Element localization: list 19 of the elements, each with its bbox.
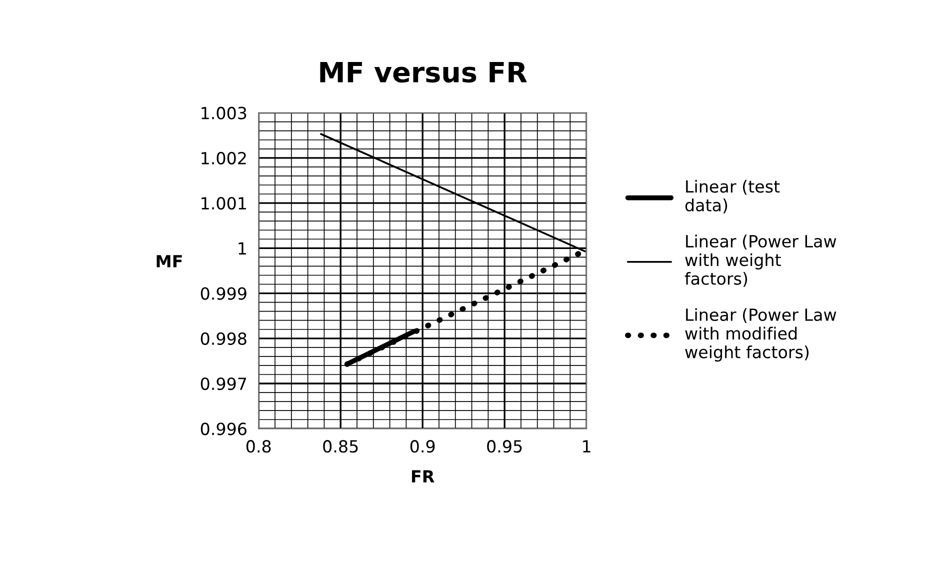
y-tick-label: 1.001	[202, 197, 246, 210]
legend-label: Linear (Power Law with weight factors)	[684, 234, 836, 287]
x-tick-label: 0.8	[246, 440, 271, 453]
y-tick-label: 1.003	[202, 106, 246, 120]
x-tick-label: 0.9	[410, 440, 435, 453]
legend-label: Linear (Power Law with modified weight factors)	[685, 308, 836, 362]
y-tick-label: 1.002	[202, 152, 246, 164]
x-tick-label: 0.95	[487, 440, 522, 453]
x-axis-title: FR	[412, 470, 434, 482]
y-axis-title: MF	[156, 255, 182, 268]
y-tick-label: 0.998	[200, 332, 246, 345]
y-tick-label: 0.996	[200, 422, 246, 436]
y-tick-label: 0.999	[200, 287, 246, 300]
chart-title: MF versus FR	[320, 62, 527, 83]
y-tick-label: 0.997	[200, 377, 246, 390]
legend-label: Linear (test data)	[685, 180, 780, 214]
y-tick-label: 1	[238, 242, 246, 254]
x-tick-label: 1	[583, 440, 590, 452]
x-tick-label: 0.85	[323, 440, 358, 453]
